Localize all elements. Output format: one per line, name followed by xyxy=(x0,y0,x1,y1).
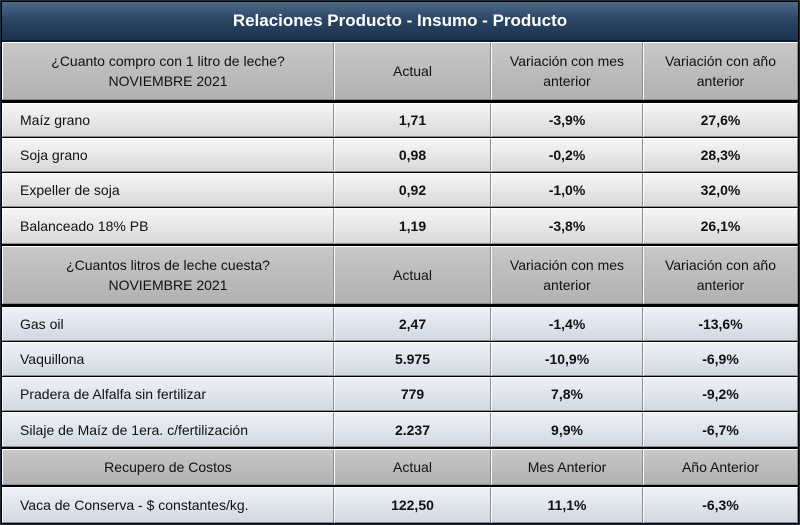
table-cell-anio: -13,6% xyxy=(643,307,798,341)
table-row-label: Balanceado 18% PB xyxy=(2,208,334,244)
table-cell-actual: 0,98 xyxy=(334,138,491,172)
table-row-label: Gas oil xyxy=(2,307,334,341)
table-cell-actual: 2.237 xyxy=(334,412,491,447)
table-cell-mes: 11,1% xyxy=(491,487,643,523)
table-cell-mes: -1,4% xyxy=(491,307,643,341)
section2-col-anio-line1: Variación con año xyxy=(664,257,777,273)
section1-col-anio: Variación con año anterior xyxy=(643,42,798,100)
table-row-label: Expeller de soja xyxy=(2,173,334,207)
section1-col-mes: Variación con mes anterior xyxy=(491,42,643,100)
table-cell-actual: 122,50 xyxy=(334,487,491,523)
table-cell-anio: 26,1% xyxy=(643,208,798,244)
table-row-label: Maíz grano xyxy=(2,103,334,137)
section2-header-line1: ¿Cuantos litros de leche cuesta? xyxy=(66,257,270,273)
section1-col-anio-line2: anterior xyxy=(696,73,745,89)
table-cell-anio: -9,2% xyxy=(643,377,798,411)
section1-col-anio-line1: Variación con año xyxy=(664,53,777,69)
table-cell-actual: 1,71 xyxy=(334,103,491,137)
table-cell-mes: -3,8% xyxy=(491,208,643,244)
section3-col-actual: Actual xyxy=(334,449,491,485)
section2-col-actual: Actual xyxy=(334,246,491,304)
table-cell-mes: 9,9% xyxy=(491,412,643,447)
section3-col-mes: Mes Anterior xyxy=(491,449,643,485)
table-cell-mes: -10,9% xyxy=(491,342,643,376)
table-title: Relaciones Producto - Insumo - Producto xyxy=(2,2,798,42)
table-cell-mes: -3,9% xyxy=(491,103,643,137)
table-row-label: Silaje de Maíz de 1era. c/fertilización xyxy=(2,412,334,447)
section2-col-mes: Variación con mes anterior xyxy=(491,246,643,304)
section1-col-actual: Actual xyxy=(334,42,491,100)
section1-header: ¿Cuanto compro con 1 litro de leche? NOVI… xyxy=(2,42,334,100)
section1-header-line2: NOVIEMBRE 2021 xyxy=(108,73,228,89)
table-cell-actual: 0,92 xyxy=(334,173,491,207)
table-cell-mes: 7,8% xyxy=(491,377,643,411)
table-row-label: Vaquillona xyxy=(2,342,334,376)
table-cell-mes: -0,2% xyxy=(491,138,643,172)
section1-header-line1: ¿Cuanto compro con 1 litro de leche? xyxy=(51,53,285,69)
table-cell-anio: -6,7% xyxy=(643,412,798,447)
section1-col-mes-line1: Variación con mes xyxy=(509,53,625,69)
table-cell-actual: 1,19 xyxy=(334,208,491,244)
table-cell-anio: -6,9% xyxy=(643,342,798,376)
section3-col-anio: Año Anterior xyxy=(643,449,798,485)
table-cell-anio: 28,3% xyxy=(643,138,798,172)
table-cell-anio: -6,3% xyxy=(643,487,798,523)
section2-col-anio: Variación con año anterior xyxy=(643,246,798,304)
table-cell-anio: 27,6% xyxy=(643,103,798,137)
section3-header: Recupero de Costos xyxy=(2,449,334,485)
section1-col-mes-line2: anterior xyxy=(543,73,591,89)
section2-col-mes-line2: anterior xyxy=(543,277,591,293)
table-row-label: Pradera de Alfalfa sin fertilizar xyxy=(2,377,334,411)
table-cell-anio: 32,0% xyxy=(643,173,798,207)
table-row-label: Vaca de Conserva - $ constantes/kg. xyxy=(2,487,334,523)
table-cell-actual: 5.975 xyxy=(334,342,491,376)
table-row-label: Soja grano xyxy=(2,138,334,172)
section2-header-line2: NOVIEMBRE 2021 xyxy=(108,277,228,293)
table-cell-actual: 2,47 xyxy=(334,307,491,341)
table-cell-actual: 779 xyxy=(334,377,491,411)
section2-col-mes-line1: Variación con mes xyxy=(509,257,625,273)
section2-header: ¿Cuantos litros de leche cuesta? NOVIEMBR… xyxy=(2,246,334,304)
section2-col-anio-line2: anterior xyxy=(696,277,745,293)
table-cell-mes: -1,0% xyxy=(491,173,643,207)
